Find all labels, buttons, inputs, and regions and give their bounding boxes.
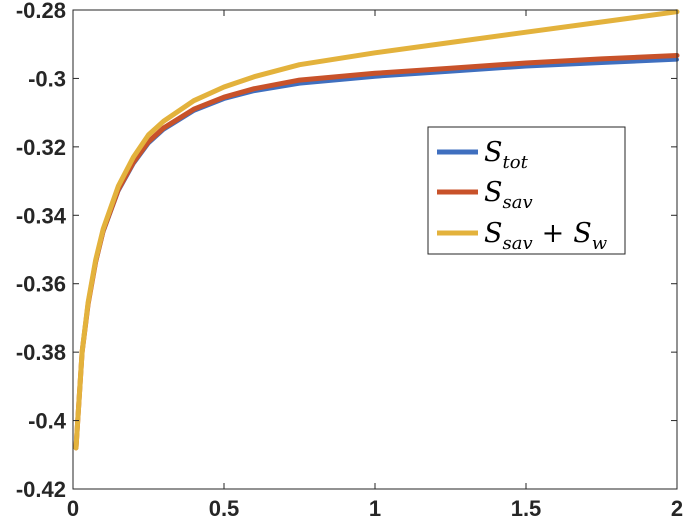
legend-operator: + xyxy=(542,218,565,249)
legend-subscript: sav xyxy=(503,192,533,213)
legend-entry-s-sav-plus-s-w: Ssav + Sw xyxy=(437,218,608,254)
legend-symbol: S xyxy=(484,137,503,168)
y-tick-label: -0.34 xyxy=(16,203,67,228)
legend-subscript: w xyxy=(592,233,608,254)
legend-label: Stot xyxy=(484,137,529,173)
y-tick-label: -0.4 xyxy=(28,409,67,434)
legend-symbol: S xyxy=(484,177,503,208)
y-tick-label: -0.42 xyxy=(16,477,66,502)
x-tick-label: 2 xyxy=(671,496,683,521)
legend-entry-s-tot: Stot xyxy=(437,137,529,173)
legend-subscript: sav xyxy=(503,233,533,254)
y-tick-label: -0.36 xyxy=(16,272,66,297)
y-tick-label: -0.32 xyxy=(16,135,66,160)
legend-symbol: S xyxy=(573,218,592,249)
series-line-s-sav-plus-s-w xyxy=(73,9,680,451)
x-tick-label: 1 xyxy=(369,496,381,521)
legend-symbol: S xyxy=(484,218,503,249)
series-layer xyxy=(73,9,680,451)
legend-label: Ssav xyxy=(484,177,533,213)
ticks-layer: 0 0.5 1 1.5 2 -0.42 -0.4 -0.38 -0.36 -0.34 -0.32 -0… xyxy=(16,0,683,521)
y-tick-label: -0.28 xyxy=(16,0,66,23)
y-tick-label: -0.3 xyxy=(28,66,66,91)
legend-entry-s-sav: Ssav xyxy=(437,177,533,213)
y-tick-label: -0.38 xyxy=(16,340,66,365)
x-tick-label: 0 xyxy=(67,496,79,521)
x-tick-label: 1.5 xyxy=(511,496,542,521)
legend-label: Ssav + Sw xyxy=(484,218,608,254)
legend-subscript: tot xyxy=(503,152,529,173)
x-tick-label: 0.5 xyxy=(209,496,240,521)
